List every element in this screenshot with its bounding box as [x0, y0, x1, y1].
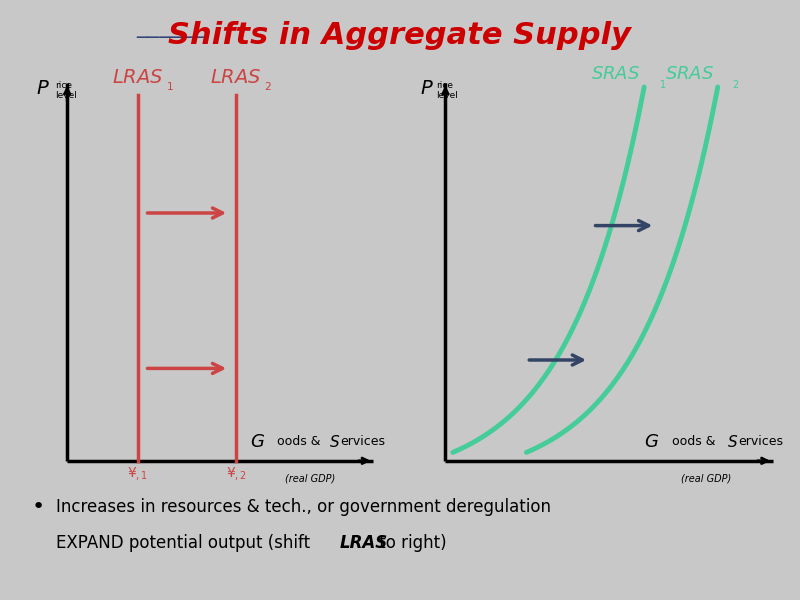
Text: $\mathit{LRAS}$: $\mathit{LRAS}$ [210, 68, 262, 87]
Text: $\mathit{¥}$$_{,2}$: $\mathit{¥}$$_{,2}$ [226, 465, 246, 482]
Text: $\mathbf{\mathit{G}}$: $\mathbf{\mathit{G}}$ [644, 433, 659, 451]
Text: ──────: ────── [136, 29, 206, 49]
Text: $\mathit{LRAS}$: $\mathit{LRAS}$ [112, 68, 163, 87]
Text: rice
level: rice level [436, 81, 458, 100]
Text: (real GDP): (real GDP) [286, 474, 336, 484]
Text: •: • [32, 497, 46, 517]
Text: $_1$: $_1$ [166, 79, 174, 94]
Text: $\mathbf{\mathit{P}}$: $\mathbf{\mathit{P}}$ [35, 79, 50, 98]
Text: $\mathit{S}$: $\mathit{S}$ [330, 434, 341, 450]
Text: Shifts in Aggregate Supply: Shifts in Aggregate Supply [169, 22, 631, 50]
Text: EXPAND potential output (shift: EXPAND potential output (shift [56, 534, 315, 552]
Text: $\mathit{¥}$$_{,1}$: $\mathit{¥}$$_{,1}$ [127, 465, 148, 482]
Text: LRAS: LRAS [340, 534, 388, 552]
Text: $\mathbf{\mathit{P}}$: $\mathbf{\mathit{P}}$ [420, 79, 434, 98]
Text: (real GDP): (real GDP) [681, 474, 731, 484]
Text: $\mathit{S}$: $\mathit{S}$ [727, 434, 738, 450]
Text: oods &: oods & [277, 436, 324, 448]
Text: $_1$: $_1$ [659, 77, 666, 91]
Text: $\mathit{SRAS}$: $\mathit{SRAS}$ [591, 65, 641, 83]
Text: ervices: ervices [340, 436, 385, 448]
Text: $\mathit{SRAS}$: $\mathit{SRAS}$ [665, 65, 714, 83]
Text: ervices: ervices [738, 436, 783, 448]
Text: Increases in resources & tech., or government deregulation: Increases in resources & tech., or gover… [56, 498, 551, 516]
Text: to right): to right) [374, 534, 446, 552]
Text: $_2$: $_2$ [733, 77, 740, 91]
Text: rice
level: rice level [55, 81, 77, 100]
Text: oods &: oods & [672, 436, 719, 448]
Text: $_2$: $_2$ [264, 79, 272, 94]
Text: $\mathbf{\mathit{G}}$: $\mathbf{\mathit{G}}$ [250, 433, 266, 451]
